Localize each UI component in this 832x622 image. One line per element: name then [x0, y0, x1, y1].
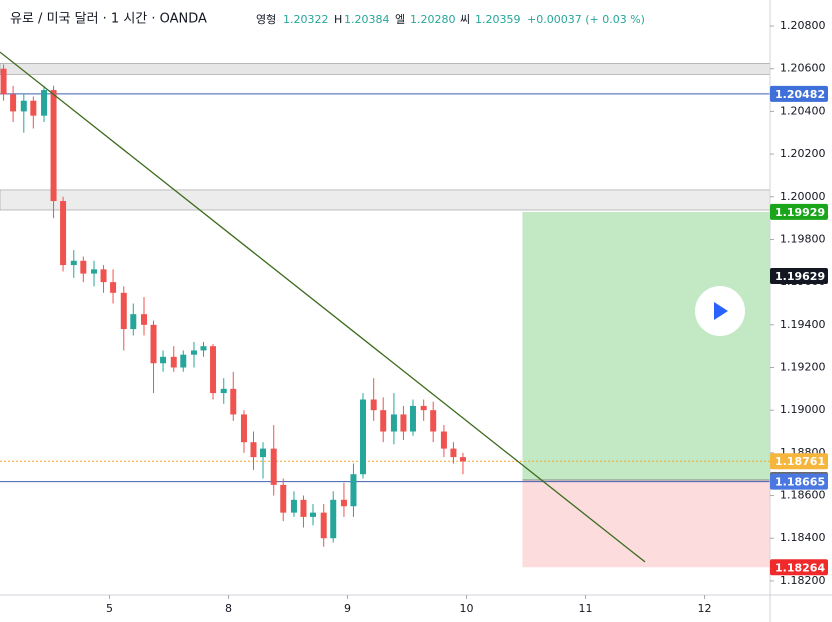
zone	[0, 189, 771, 211]
ohlc-label: 씨	[460, 13, 470, 26]
ohlc-label: 엘	[395, 13, 405, 26]
candle-body	[270, 448, 277, 485]
candle-body	[200, 346, 207, 351]
x-tick-label: 10	[460, 602, 474, 615]
header-bg	[2, 8, 642, 30]
candle-body	[290, 499, 297, 513]
x-tick-label: 9	[344, 602, 351, 615]
price-tag	[770, 473, 828, 490]
candle-body	[330, 499, 337, 539]
candle-body	[0, 68, 7, 95]
y-tick-label: 1.18200	[780, 574, 826, 587]
x-tick-label: 8	[225, 602, 232, 615]
candle-body	[130, 314, 137, 330]
candle-body	[390, 414, 397, 432]
ohlc-change: +0.00037 (+ 0.03 %)	[527, 13, 645, 26]
candle-body	[70, 260, 77, 266]
header: 유로 / 미국 달러 · 1 시간 · OANDA 영형 1.20322 H 1…	[2, 8, 645, 30]
y-tick-label: 1.20400	[780, 104, 826, 117]
candle-body	[409, 405, 416, 432]
zone	[0, 63, 771, 75]
y-tick-label: 1.18400	[780, 531, 826, 544]
candle-body	[60, 201, 67, 266]
x-tick-label: 12	[698, 602, 712, 615]
ohlc-label: H	[334, 13, 342, 26]
candle-body	[10, 94, 17, 112]
candle-body	[190, 350, 197, 355]
ohlc-value: 1.20322	[283, 13, 329, 26]
candle-body	[120, 292, 127, 330]
candle-body	[170, 356, 177, 368]
price-tag	[770, 203, 828, 220]
candle-body	[20, 100, 27, 112]
symbol-title: 유로 / 미국 달러 · 1 시간 · OANDA	[10, 12, 207, 27]
candle-body	[440, 431, 447, 449]
candle-body	[160, 356, 167, 364]
price-tag	[770, 559, 828, 576]
candle-body	[220, 388, 227, 394]
x-tick-label: 5	[106, 602, 113, 615]
candle-body	[350, 474, 357, 507]
candle-body	[50, 90, 57, 202]
candle-body	[430, 410, 437, 432]
candle-body	[280, 484, 287, 513]
candle-body	[240, 414, 247, 443]
candle-body	[30, 100, 37, 116]
candle-body	[420, 405, 427, 411]
candle-body	[260, 448, 267, 458]
y-tick-label: 1.20800	[780, 19, 826, 32]
y-tick-label: 1.19800	[780, 232, 826, 245]
loss-zone	[522, 479, 770, 568]
candle-body	[359, 399, 366, 475]
candle-body	[340, 499, 347, 507]
candle-body	[250, 442, 257, 458]
candle-body	[370, 399, 377, 411]
price-tag	[770, 453, 828, 470]
y-tick-label: 1.18600	[780, 489, 826, 502]
candle-body	[300, 499, 307, 517]
price-tag-label: 1.18665	[775, 476, 825, 489]
ohlc-value: 1.20359	[475, 13, 521, 26]
candle-body	[230, 388, 237, 415]
y-tick-label: 1.20200	[780, 147, 826, 160]
candle-body	[150, 324, 157, 364]
play-icon[interactable]	[714, 302, 728, 320]
candle-body	[320, 512, 327, 539]
profit-zone	[522, 211, 770, 480]
plot-area	[0, 51, 771, 568]
candle-body	[180, 354, 187, 368]
y-tick-label: 1.19200	[780, 361, 826, 374]
play-button[interactable]	[695, 286, 745, 336]
candle-body	[450, 448, 457, 458]
price-tag-label: 1.20482	[775, 88, 825, 101]
y-tick-label: 1.19000	[780, 403, 826, 416]
price-tag-label: 1.19929	[775, 206, 825, 219]
candle-body	[91, 269, 98, 274]
ohlc-label: 영형	[256, 13, 276, 26]
price-tag	[770, 267, 828, 284]
candle-body	[400, 414, 407, 432]
candle-body	[210, 346, 217, 394]
candle-body	[80, 260, 87, 274]
ohlc-value: 1.20280	[410, 13, 456, 26]
x-tick-label: 11	[579, 602, 593, 615]
y-tick-label: 1.20000	[780, 190, 826, 203]
candle-body	[309, 512, 316, 517]
candle-body	[459, 457, 466, 462]
candle-body	[100, 269, 107, 283]
price-tag	[770, 85, 828, 102]
ohlc-value: 1.20384	[344, 13, 390, 26]
price-tag-label: 1.18264	[775, 561, 825, 574]
candle-body	[380, 410, 387, 432]
y-tick-label: 1.19400	[780, 318, 826, 331]
trend-line	[0, 51, 646, 563]
price-tag-label: 1.18761	[775, 455, 825, 468]
candle-body	[141, 314, 148, 325]
y-tick-label: 1.20600	[780, 62, 826, 75]
price-tag-label: 1.19629	[775, 270, 825, 283]
candle-body	[110, 282, 117, 293]
candle-body	[41, 90, 48, 116]
